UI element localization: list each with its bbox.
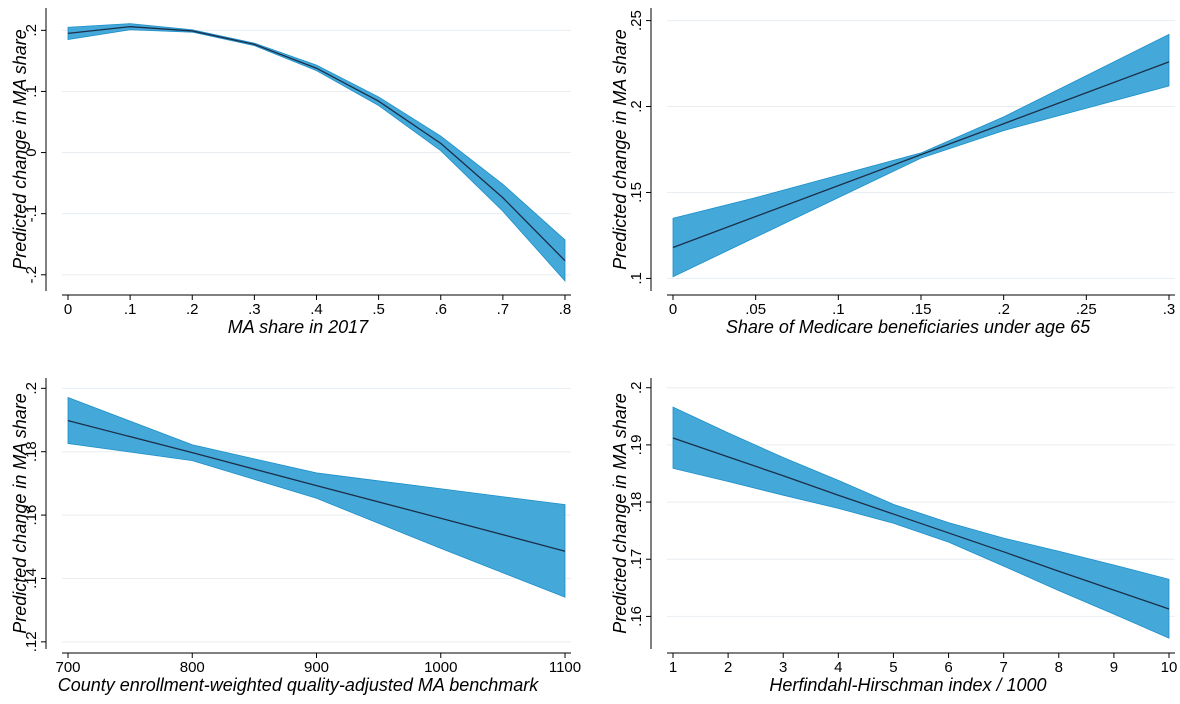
y-axis-title: Predicted change in MA share <box>610 393 630 633</box>
y-tick-label: .12 <box>23 631 40 652</box>
x-tick-label: 7 <box>999 659 1007 676</box>
chart-panel-ma-share-2017: 0 .1 .2 .3 .4 .5 .6 .7 .8 -.2 -.1 0 .1 .2 MA share in … <box>0 0 590 352</box>
chart-panel-ma-benchmark: 700 800 900 1000 1100 .12 .14 .16 .18 .2 County en… <box>0 352 590 704</box>
y-tick-label: .1 <box>628 272 645 285</box>
y-tick-label: .17 <box>628 549 645 570</box>
chart-svg: 0 .1 .2 .3 .4 .5 .6 .7 .8 -.2 -.1 0 .1 .2 MA share in … <box>10 8 572 337</box>
x-axis-title: Share of Medicare beneficiaries under ag… <box>726 317 1091 337</box>
y-tick-label: .2 <box>628 100 645 113</box>
y-tick-label: .14 <box>23 568 40 589</box>
x-tick-label: 700 <box>55 659 80 676</box>
y-tick-label: .1 <box>23 85 40 98</box>
confidence-band <box>672 406 1170 639</box>
x-tick-label: 3 <box>779 659 787 676</box>
y-tick-label: .18 <box>628 492 645 513</box>
x-tick-label: .1 <box>124 301 137 318</box>
y-tick-label: .2 <box>628 381 645 394</box>
chart-panel-under-65-share: 0.05.1.15.2.25.3.1.15.2.25 Share of Medic… <box>600 0 1180 352</box>
x-tick-label: .2 <box>997 301 1010 318</box>
x-tick-label: .25 <box>1076 301 1097 318</box>
x-tick-label: 1100 <box>549 659 581 676</box>
x-tick-label: .2 <box>186 301 199 318</box>
point-estimate-line <box>672 437 1170 610</box>
y-axis-title: Predicted change in MA share <box>10 393 30 633</box>
x-tick-label: .4 <box>310 301 323 318</box>
x-tick-label: .15 <box>911 301 932 318</box>
x-tick-label: 2 <box>724 659 732 676</box>
x-tick-label: .05 <box>745 301 766 318</box>
x-tick-label: 0 <box>669 301 677 318</box>
x-tick-label: 6 <box>944 659 952 676</box>
chart-panel-hhi: 1 2 3 4 5 6 7 8 9 10 .16 .17 .18 .19 .2 Herfindahl-Hirs… <box>600 352 1180 704</box>
point-estimate-line <box>67 420 566 552</box>
x-tick-label: 0 <box>64 301 72 318</box>
y-tick-label: .2 <box>23 24 40 37</box>
x-axis-title: County enrollment-weighted quality-adjus… <box>58 675 540 695</box>
x-tick-label: 1 <box>669 659 677 676</box>
x-tick-label: .6 <box>434 301 447 318</box>
y-tick-label: .16 <box>628 606 645 627</box>
x-axis-title: Herfindahl-Hirschman index / 1000 <box>769 675 1046 695</box>
x-tick-label: 5 <box>889 659 897 676</box>
x-axis-title: MA share in 2017 <box>228 317 369 337</box>
y-tick-label: .16 <box>23 505 40 526</box>
y-tick-label: .2 <box>23 382 40 395</box>
x-tick-label: .7 <box>497 301 510 318</box>
x-tick-label: .3 <box>1163 301 1176 318</box>
x-tick-label: 10 <box>1161 659 1178 676</box>
y-tick-label: .25 <box>628 10 645 31</box>
chart-svg: 1 2 3 4 5 6 7 8 9 10 .16 .17 .18 .19 .2 Herfindahl-Hirs… <box>610 378 1178 695</box>
y-tick-label: 0 <box>23 148 40 156</box>
y-tick-label: .15 <box>628 182 645 203</box>
x-tick-label: 8 <box>1055 659 1063 676</box>
confidence-band <box>67 396 566 598</box>
x-tick-label: 900 <box>304 659 329 676</box>
point-estimate-line <box>67 26 566 262</box>
x-tick-label: 9 <box>1110 659 1118 676</box>
y-axis-title: Predicted change in MA share <box>10 29 30 269</box>
y-tick-label: .18 <box>23 441 40 462</box>
x-tick-label: .8 <box>559 301 572 318</box>
y-tick-label: -.2 <box>23 266 40 284</box>
y-tick-label: -.1 <box>23 205 40 223</box>
y-axis-title: Predicted change in MA share <box>610 29 630 269</box>
x-tick-label: .3 <box>248 301 261 318</box>
y-tick-label: .19 <box>628 434 645 455</box>
x-tick-label: .1 <box>832 301 845 318</box>
x-tick-label: .5 <box>372 301 385 318</box>
confidence-band <box>67 23 566 282</box>
x-tick-label: 4 <box>834 659 842 676</box>
confidence-band <box>672 33 1170 278</box>
x-tick-label: 800 <box>180 659 205 676</box>
x-tick-label: 1000 <box>424 659 457 676</box>
chart-svg: 700 800 900 1000 1100 .12 .14 .16 .18 .2 County en… <box>10 378 581 695</box>
point-estimate-line <box>672 61 1170 249</box>
